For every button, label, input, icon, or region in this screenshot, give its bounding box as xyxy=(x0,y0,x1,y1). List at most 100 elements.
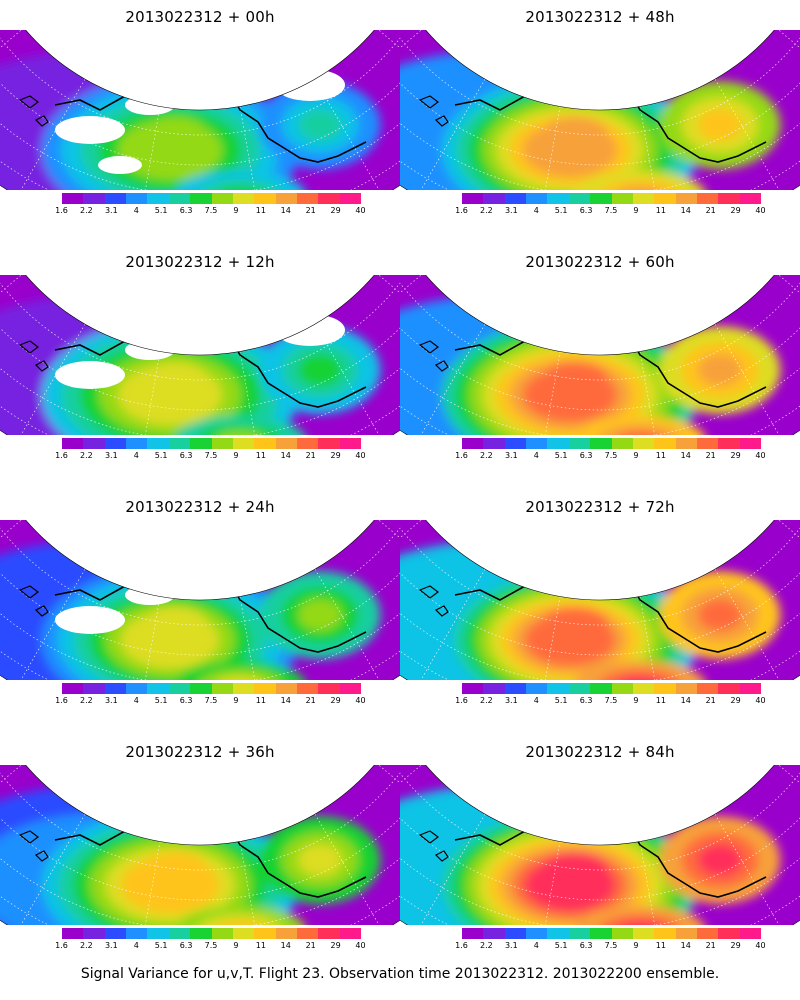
colorbar-ticks: 1.6 2.2 3.1 4 5.1 6.3 7.5 9 11 14 21 29 40 xyxy=(55,696,365,708)
variance-contour xyxy=(542,607,608,643)
map-panel: 2013022312 + 72h 1.6 2.2 3.1 4 5.1 6.3 7.5 9 11 14… xyxy=(400,490,800,735)
colorbar-swatch xyxy=(654,193,676,204)
variance-contour xyxy=(298,109,342,141)
colorbar-tick-label: 21 xyxy=(705,451,716,460)
colorbar-swatch xyxy=(526,193,548,204)
colorbar-swatch xyxy=(104,438,127,449)
colorbar-swatch xyxy=(232,683,255,694)
colorbar-tick-label: 21 xyxy=(305,451,316,460)
colorbar-tick-label: 7.5 xyxy=(204,696,218,705)
colorbar-tick-label: 11 xyxy=(655,451,666,460)
variance-contour xyxy=(198,669,282,680)
colorbar xyxy=(62,683,362,694)
colorbar-swatch xyxy=(462,683,484,694)
colorbar-tick-label: 14 xyxy=(280,941,291,950)
colorbar-swatch xyxy=(526,683,548,694)
colorbar-tick-label: 2.2 xyxy=(480,451,493,460)
colorbar-tick-label: 6.3 xyxy=(179,451,193,460)
colorbar-swatch xyxy=(104,683,127,694)
colorbar-tick-label: 14 xyxy=(280,451,291,460)
variance-contour xyxy=(142,117,208,153)
colorbar-swatch xyxy=(590,438,612,449)
colorbar-swatch xyxy=(590,683,612,694)
colorbar-tick-label: 2.2 xyxy=(480,696,493,705)
variance-map xyxy=(400,765,800,925)
low-variance-area xyxy=(55,361,125,389)
variance-map xyxy=(400,520,800,680)
map-panel: 2013022312 + 00h 1.6 2.2 3.1 4 5.1 6.3 7.5 9 11 14… xyxy=(0,0,400,245)
colorbar-swatch xyxy=(190,193,212,204)
map-panel: 2013022312 + 36h 1.6 2.2 3.1 4 5.1 6.3 7.5 9 11 14… xyxy=(0,735,400,980)
colorbar-tick-label: 11 xyxy=(655,206,666,215)
colorbar-tick-label: 1.6 xyxy=(55,941,68,950)
variance-contour xyxy=(598,669,682,680)
colorbar-swatch xyxy=(211,928,233,939)
colorbar-tick-label: 29 xyxy=(730,696,741,705)
siberia-coast xyxy=(418,95,449,127)
colorbar-tick-label: 40 xyxy=(355,206,366,215)
colorbar-swatch xyxy=(126,928,148,939)
colorbar-tick-label: 7.5 xyxy=(604,941,618,950)
colorbar-tick-label: 2.2 xyxy=(80,941,93,950)
variance-contour xyxy=(142,362,208,398)
colorbar-swatch xyxy=(483,683,505,694)
colorbar-swatch xyxy=(147,438,169,449)
colorbar-tick-label: 14 xyxy=(680,451,691,460)
colorbar-swatch xyxy=(190,928,212,939)
graticule xyxy=(0,765,400,925)
colorbar-swatch xyxy=(62,438,84,449)
colorbar-swatch xyxy=(339,928,362,939)
colorbar-tick-label: 14 xyxy=(680,696,691,705)
arctic-islands xyxy=(624,298,691,338)
low-variance-area xyxy=(55,606,125,634)
colorbar-tick-label: 4 xyxy=(133,451,139,460)
colorbar-tick-label: 7.5 xyxy=(204,451,218,460)
colorbar-tick-label: 29 xyxy=(730,941,741,950)
colorbar-swatch xyxy=(568,193,591,204)
colorbar-tick-label: 4 xyxy=(133,941,139,950)
colorbar-swatch xyxy=(104,193,127,204)
colorbar-swatch xyxy=(526,928,548,939)
colorbar-tick-label: 2.2 xyxy=(80,206,93,215)
panel-title: 2013022312 + 72h xyxy=(525,498,675,516)
panel-title: 2013022312 + 36h xyxy=(125,743,275,761)
colorbar-tick-label: 2.2 xyxy=(480,206,493,215)
colorbar-swatch xyxy=(168,438,191,449)
colorbar-tick-label: 5.1 xyxy=(554,941,568,950)
colorbar-swatch xyxy=(696,928,719,939)
colorbar xyxy=(462,193,762,204)
colorbar-swatch xyxy=(168,193,191,204)
variance-contour xyxy=(174,415,306,435)
colorbar-swatch xyxy=(126,193,148,204)
panel-title: 2013022312 + 60h xyxy=(525,253,675,271)
variance-contour xyxy=(142,607,208,643)
colorbar-swatch xyxy=(718,683,740,694)
colorbar-swatch xyxy=(739,193,762,204)
low-variance-area xyxy=(55,116,125,144)
colorbar-tick-label: 6.3 xyxy=(179,941,193,950)
colorbar-tick-label: 40 xyxy=(755,451,766,460)
colorbar-swatch xyxy=(504,438,527,449)
colorbar-swatch xyxy=(568,683,591,694)
variance-contour xyxy=(574,905,706,925)
colorbar-swatch xyxy=(275,193,297,204)
colorbar-tick-label: 40 xyxy=(755,941,766,950)
graticule xyxy=(0,275,400,435)
colorbar-tick-label: 5.1 xyxy=(554,206,568,215)
panel-title: 2013022312 + 00h xyxy=(125,8,275,26)
colorbar-tick-label: 9 xyxy=(233,206,239,215)
colorbar-swatch xyxy=(254,193,276,204)
colorbar-tick-label: 1.6 xyxy=(55,696,68,705)
colorbar-tick-label: 1.6 xyxy=(55,451,68,460)
colorbar-swatch xyxy=(190,438,212,449)
colorbar-swatch xyxy=(654,928,676,939)
variance-contour xyxy=(142,852,208,888)
colorbar-swatch xyxy=(62,193,84,204)
colorbar-tick-label: 3.1 xyxy=(504,696,518,705)
variance-contour xyxy=(298,599,342,631)
colorbar-tick-label: 6.3 xyxy=(579,941,593,950)
graticule xyxy=(400,275,800,435)
colorbar-swatch xyxy=(611,928,633,939)
colorbar-tick-label: 3.1 xyxy=(504,941,518,950)
colorbar-swatch xyxy=(696,193,719,204)
